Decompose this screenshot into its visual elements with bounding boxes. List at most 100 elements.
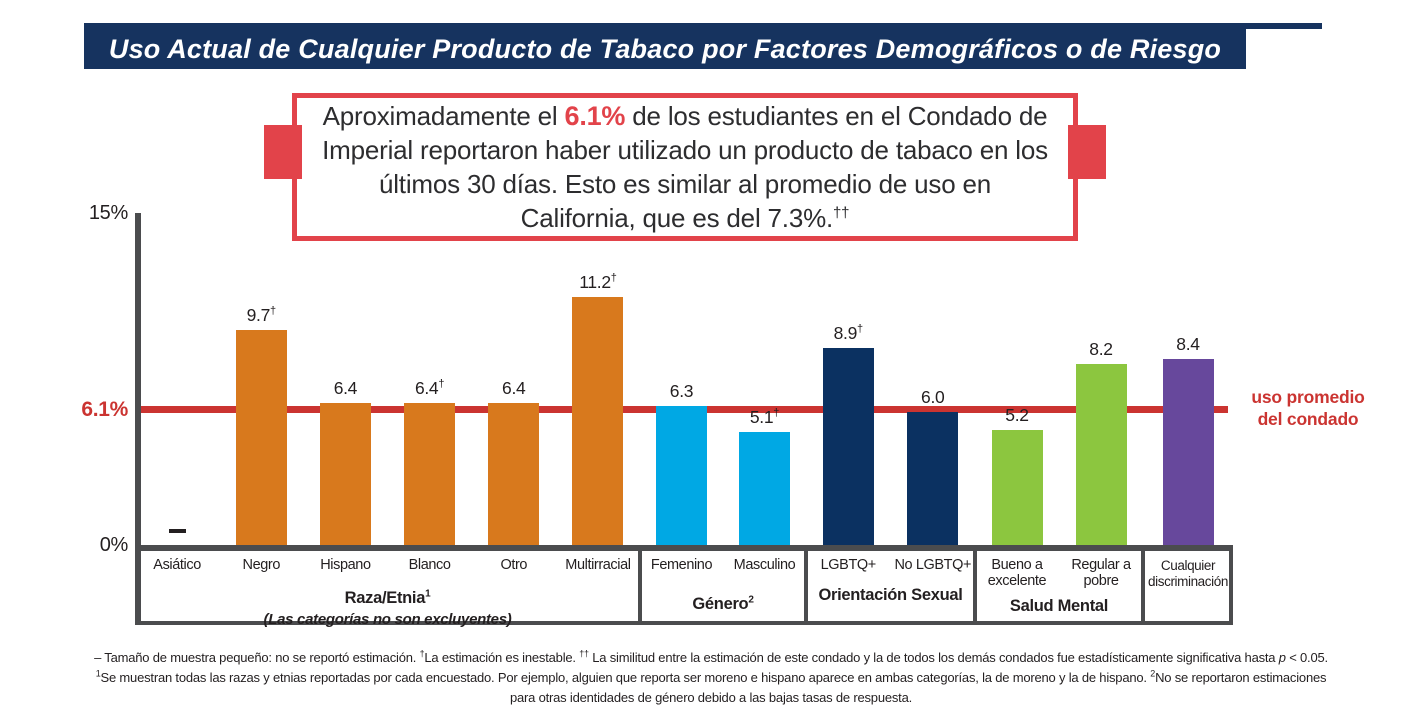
category-label: Asiático xyxy=(153,557,201,573)
category-label: Hispano xyxy=(320,557,371,573)
category-label: Multirracial xyxy=(565,557,631,573)
category-group: Cualquier discriminación xyxy=(1143,551,1233,625)
bar-value-label: 8.9† xyxy=(833,323,864,343)
bar-value-label: 11.2† xyxy=(579,272,617,292)
title-bar: Uso Actual de Cualquier Producto de Taba… xyxy=(84,29,1246,69)
bar-lgbtq+ xyxy=(822,348,874,545)
bar-cualquier-discriminaci-n xyxy=(1162,359,1214,545)
bar-hispano xyxy=(319,403,371,545)
group-title: Género2 xyxy=(692,594,754,613)
category-label-row: Asiático Negro Hispano Blanco Otro Multirraci… xyxy=(135,557,640,574)
bar-value-label: 5.1† xyxy=(749,407,780,427)
footnote-segment: 2 xyxy=(1150,668,1156,679)
category-label: Regular a pobre xyxy=(1071,557,1131,589)
category-label: Negro xyxy=(242,557,281,573)
category-group: Asiático Negro Hispano Blanco Otro Multirraci… xyxy=(135,551,640,628)
footnotes: – Tamaño de muestra pequeño: no se repor… xyxy=(66,648,1356,708)
group-divider xyxy=(1141,551,1145,625)
category-groups-frame xyxy=(135,551,1233,625)
category-label: Blanco xyxy=(408,557,451,573)
group-title-superscript: 2 xyxy=(748,594,754,606)
footnote-segment: Se muestran todas las razas y etnias rep… xyxy=(100,670,1151,685)
y-axis-tick-15: 15% xyxy=(88,202,128,224)
unstable-estimate-dagger: † xyxy=(438,378,445,391)
footnote-segment: La similitud entre la estimación de este… xyxy=(588,650,1279,665)
bar-value-label: 5.2 xyxy=(1005,405,1029,425)
category-group: Femenino Masculino Género2 xyxy=(640,551,806,625)
category-label: Cualquier discriminación xyxy=(1148,558,1228,589)
category-label: No LGBTQ+ xyxy=(894,557,972,573)
bar-value-label: 6.4† xyxy=(414,378,445,398)
group-divider xyxy=(804,551,808,625)
footnote-segment: 1 xyxy=(95,668,101,679)
group-subtitle: (Las categorías no son excluyentes) xyxy=(263,611,512,628)
bar-femenino xyxy=(656,406,707,545)
footnote-segment: No se reportaron estimaciones xyxy=(1155,670,1327,685)
group-title-superscript: 1 xyxy=(425,588,431,600)
y-axis-tick-0: 0% xyxy=(99,534,129,556)
bar-otro xyxy=(488,403,540,545)
footnote-segment: †† xyxy=(579,648,589,659)
page-title: Uso Actual de Cualquier Producto de Taba… xyxy=(108,33,1222,64)
group-divider xyxy=(638,551,642,625)
title-top-rule xyxy=(84,23,1322,29)
footnote-segment: p xyxy=(1278,650,1286,665)
callout-left-tab xyxy=(264,125,302,179)
callout-segment: 6.1% xyxy=(564,101,626,131)
reference-line-axis-label: 6.1% xyxy=(81,398,128,421)
category-label: Femenino xyxy=(650,557,713,573)
unstable-estimate-dagger: † xyxy=(857,323,863,336)
callout-box: Aproximadamente el 6.1% de los estudiant… xyxy=(292,93,1078,241)
bar-value-label: 6.3 xyxy=(669,381,694,401)
bar-masculino xyxy=(739,432,790,545)
footnote-line: para otras identidades de género debido … xyxy=(66,688,1356,708)
county-average-label-line2: del condado xyxy=(1257,409,1359,429)
category-label-row: LGBTQ+ No LGBTQ+ xyxy=(806,557,975,574)
bar-blanco xyxy=(404,403,456,545)
bar-multirracial xyxy=(572,297,624,545)
group-title: Raza/Etnia1 xyxy=(344,588,431,607)
bar-no-lgbtq+ xyxy=(907,412,959,545)
category-label-row: Femenino Masculino xyxy=(640,557,806,574)
unstable-estimate-dagger: † xyxy=(270,305,276,318)
callout-segment: Aproximadamente el xyxy=(322,101,565,131)
bar-value-label: 6.0 xyxy=(921,387,945,407)
category-label: Bueno a excelente xyxy=(987,557,1047,589)
y-axis-line xyxy=(135,213,141,625)
unstable-estimate-dagger: † xyxy=(773,407,780,420)
category-group: LGBTQ+ No LGBTQ+ Orientación Sexual xyxy=(806,551,975,625)
bar-value-label: 6.4 xyxy=(502,378,526,398)
no-data-dash xyxy=(168,529,186,533)
x-axis-baseline xyxy=(135,545,1233,551)
bar-value-label: 8.2 xyxy=(1089,339,1113,359)
callout-segment: de los estudiantes en el Condado de Impe… xyxy=(322,101,1048,233)
footnote-segment: – Tamaño de muestra pequeño: no se repor… xyxy=(94,650,420,665)
callout-text: Aproximadamente el 6.1% de los estudiant… xyxy=(320,99,1050,235)
category-group: Bueno a excelente Regular a pobre Salud Me… xyxy=(975,551,1143,625)
bar-regular-a-pobre xyxy=(1075,364,1127,545)
group-divider xyxy=(973,551,977,625)
footnote-segment: para otras identidades de género debido … xyxy=(509,690,913,705)
footnote-segment: La estimación es inestable. xyxy=(424,650,580,665)
unstable-estimate-dagger: † xyxy=(610,272,617,285)
category-label: Otro xyxy=(500,557,528,573)
category-label: LGBTQ+ xyxy=(820,557,877,573)
bar-value-label: 9.7† xyxy=(246,305,277,325)
group-title: Salud Mental xyxy=(1009,597,1109,615)
county-average-label-line1: uso promedio xyxy=(1251,387,1365,407)
callout-segment: †† xyxy=(833,204,850,222)
callout-right-tab xyxy=(1068,125,1106,179)
group-title: Orientación Sexual xyxy=(818,586,963,604)
bar-value-label: 6.4 xyxy=(333,378,358,398)
county-average-label: uso promedio del condado xyxy=(1240,386,1376,430)
footnote-line: – Tamaño de muestra pequeño: no se repor… xyxy=(66,648,1356,668)
bar-bueno-a-excelente xyxy=(991,430,1043,545)
category-label: Masculino xyxy=(733,557,796,573)
bar-value-label: 8.4 xyxy=(1176,334,1200,354)
category-label-row: Bueno a excelente Regular a pobre xyxy=(975,557,1143,589)
bar-negro xyxy=(235,330,287,545)
footnote-segment: † xyxy=(419,648,425,659)
footnote-segment: < 0.05. xyxy=(1285,650,1328,665)
category-label-row: Cualquier discriminación xyxy=(1143,558,1233,589)
